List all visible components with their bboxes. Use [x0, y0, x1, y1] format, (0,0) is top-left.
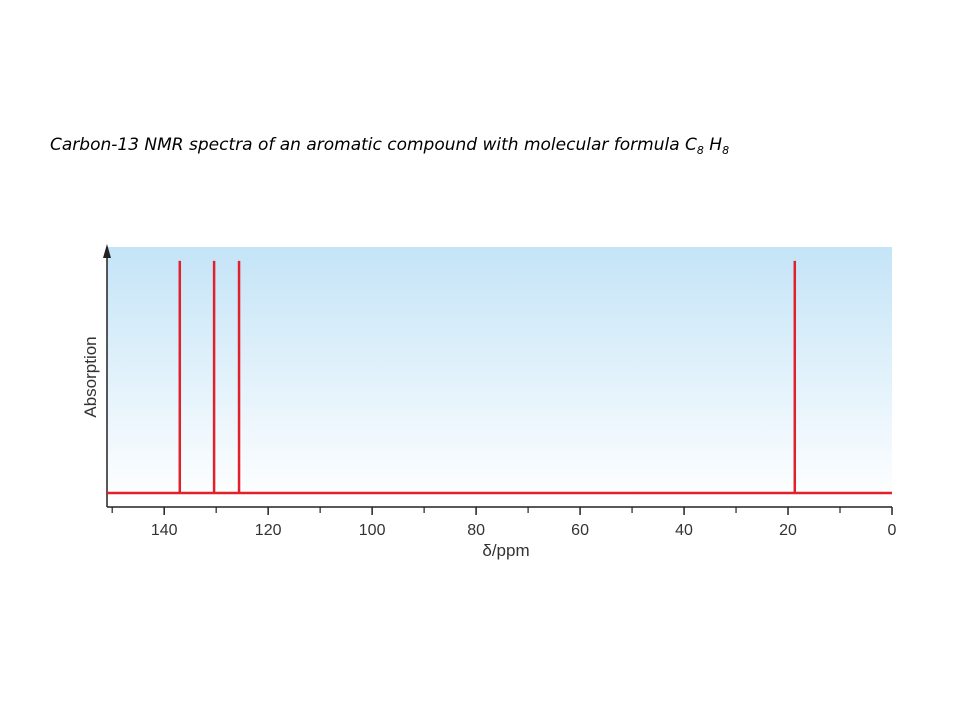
- title-text: H: [704, 135, 722, 155]
- chart-title: Carbon-13 NMR spectra of an aromatic com…: [50, 135, 729, 157]
- x-tick-label: 0: [888, 522, 897, 539]
- title-text: Carbon-13 NMR spectra of an aromatic com…: [50, 135, 697, 155]
- x-tick-label: 20: [779, 522, 797, 539]
- x-axis-label: δ/ppm: [482, 541, 529, 560]
- y-axis-label: Absorption: [81, 336, 100, 417]
- x-tick-label: 140: [151, 522, 178, 539]
- x-tick-label: 60: [571, 522, 589, 539]
- plot-background: [107, 247, 892, 503]
- x-tick-label: 100: [359, 522, 386, 539]
- title-subscript: 8: [722, 144, 729, 157]
- x-tick-label: 120: [255, 522, 282, 539]
- x-tick-label: 40: [675, 522, 693, 539]
- y-axis-arrow: [103, 244, 111, 258]
- x-tick-label: 80: [467, 522, 485, 539]
- title-subscript: 8: [697, 144, 704, 157]
